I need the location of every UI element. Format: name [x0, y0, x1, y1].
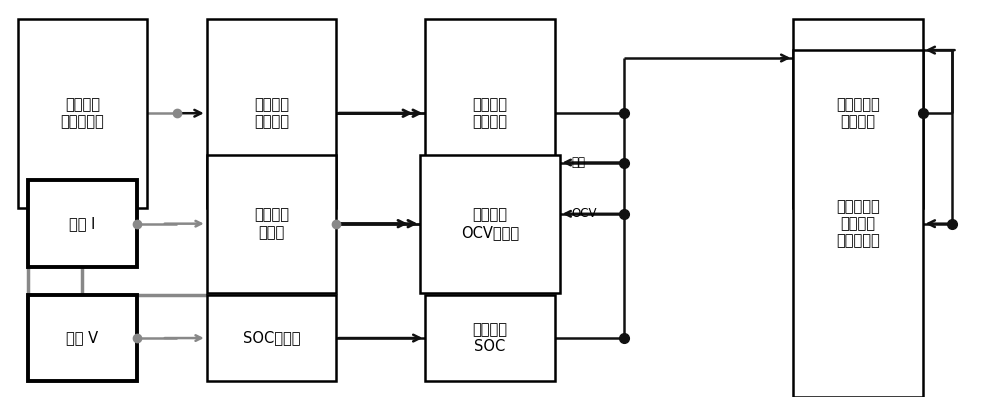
Text: 电池表面温
度测试值: 电池表面温 度测试值	[836, 97, 880, 130]
Text: 获得电池
初验温度: 获得电池 初验温度	[254, 97, 289, 130]
Bar	[207, 155, 336, 293]
Bar	[28, 295, 137, 382]
Bar	[207, 18, 336, 208]
Text: 计算电池
端电压: 计算电池 端电压	[254, 208, 289, 240]
Bar	[18, 18, 147, 208]
Bar	[793, 18, 923, 208]
Text: 修正后的
OCV与内阻: 修正后的 OCV与内阻	[461, 208, 519, 240]
Text: 内阻: 内阻	[572, 156, 586, 169]
Text: 电压 V: 电压 V	[66, 330, 98, 346]
Bar	[425, 295, 555, 382]
Bar	[793, 50, 923, 397]
Text: 获得电池
后验温度: 获得电池 后验温度	[473, 97, 508, 130]
Text: SOC的初验: SOC的初验	[243, 330, 300, 346]
Bar	[28, 180, 137, 267]
Text: OCV: OCV	[572, 207, 597, 220]
Bar	[420, 155, 560, 293]
Bar	[207, 295, 336, 382]
Text: 构建电池
热网络模型: 构建电池 热网络模型	[60, 97, 104, 130]
Text: 电流 I: 电流 I	[69, 216, 96, 231]
Text: 修正后的
SOC: 修正后的 SOC	[473, 322, 508, 354]
Text: 电池内部三
维温度场
的重构过程: 电池内部三 维温度场 的重构过程	[836, 199, 880, 248]
Bar	[425, 18, 555, 208]
